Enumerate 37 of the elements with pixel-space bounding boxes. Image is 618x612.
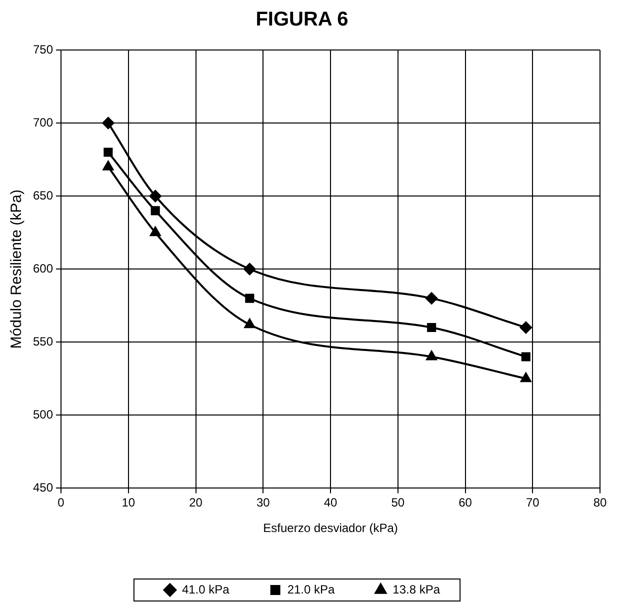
y-tick-label: 450	[32, 480, 54, 495]
point	[427, 322, 436, 332]
x-tick-label: 60	[458, 496, 472, 510]
x-axis-title: Esfuerzo desviador (kPa)	[263, 521, 398, 536]
point	[244, 318, 255, 328]
y-tick-label: 650	[32, 188, 54, 202]
x-tick-label: 70	[526, 496, 540, 510]
point	[150, 206, 160, 216]
point	[520, 372, 532, 382]
point	[102, 117, 114, 130]
x-tick-label: 40	[324, 496, 338, 510]
point	[426, 292, 438, 304]
point	[426, 350, 437, 360]
legend-label: 13.8 kPa	[392, 582, 440, 596]
legend-label: 41.0 kPa	[182, 582, 230, 596]
y-tick-label: 500	[32, 407, 54, 422]
point	[102, 160, 114, 170]
x-tick-label: 20	[189, 496, 203, 510]
y-tick-label: 600	[32, 261, 54, 276]
point	[521, 352, 530, 362]
y-axis-title: Módulo Resiliente (kPa)	[8, 189, 26, 349]
point	[245, 294, 254, 303]
point	[104, 148, 113, 157]
y-tick-label: 700	[32, 115, 54, 130]
chart-title: FIGURA 6	[256, 8, 348, 31]
point	[149, 190, 162, 202]
point	[520, 322, 532, 334]
legend-label: 21.0 kPa	[287, 582, 336, 596]
x-tick-label: 30	[256, 496, 270, 510]
x-tick-label: 50	[391, 496, 405, 510]
x-tick-label: 10	[122, 496, 136, 510]
x-tick-label: 80	[593, 496, 607, 510]
x-tick-label: 0	[58, 496, 65, 510]
point	[150, 226, 161, 236]
y-tick-label: 550	[32, 334, 54, 348]
y-tick-label: 750	[32, 42, 54, 56]
point	[244, 263, 256, 276]
